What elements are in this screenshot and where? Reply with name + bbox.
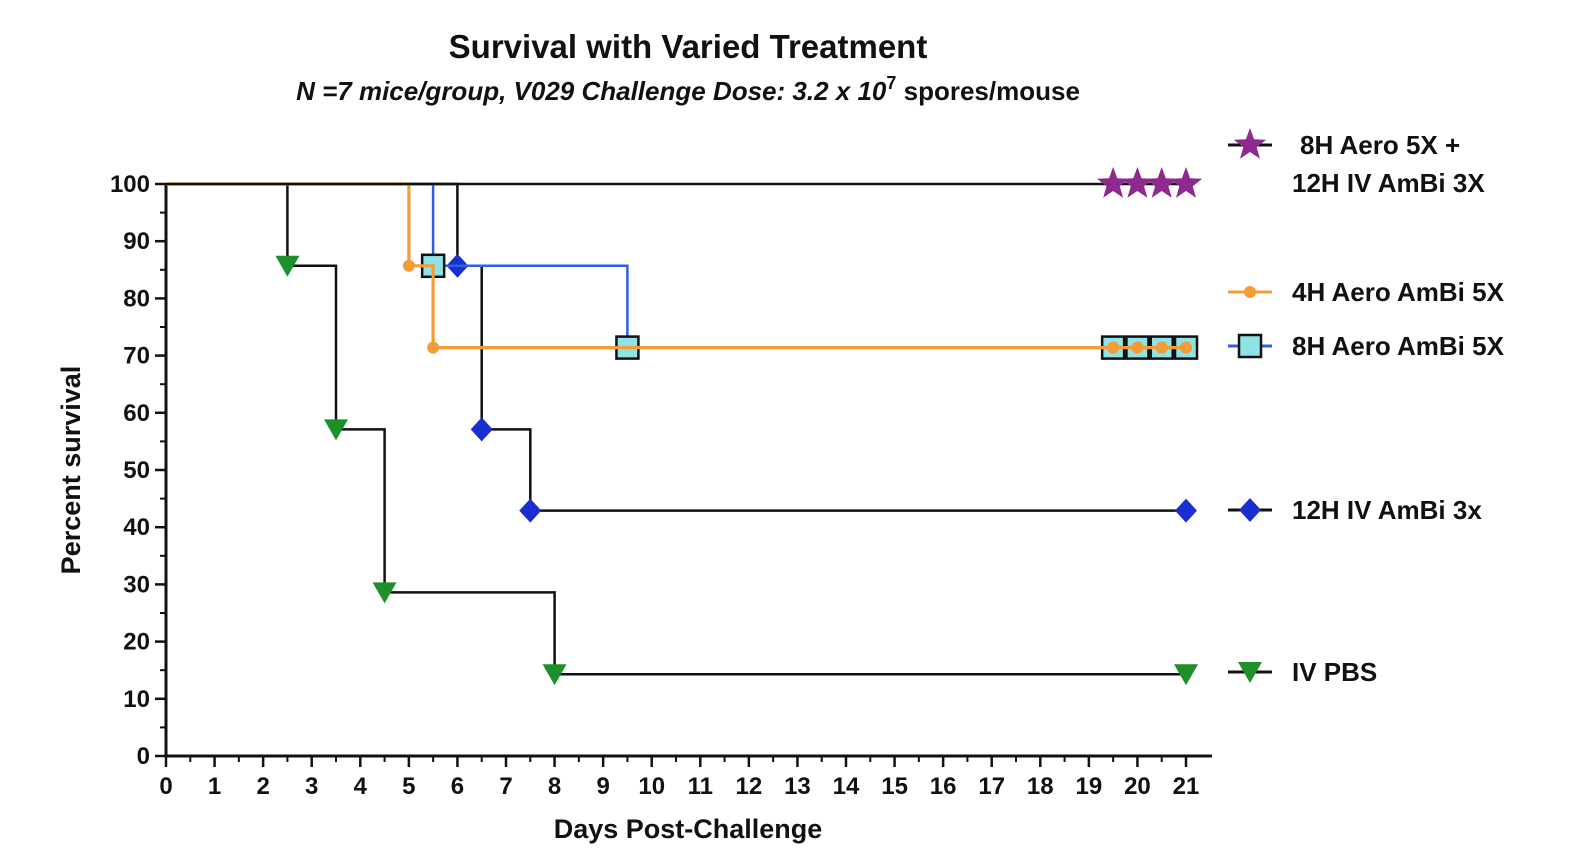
x-tick-label: 8	[548, 773, 561, 800]
y-tick-label: 90	[123, 228, 150, 255]
x-tick-label: 7	[499, 773, 512, 800]
y-tick-label: 80	[123, 285, 150, 312]
series-1-overlay	[1107, 341, 1192, 354]
x-tick-label: 3	[305, 773, 318, 800]
data-point	[1155, 341, 1168, 354]
data-point	[372, 582, 397, 604]
legend-marker	[1239, 498, 1261, 522]
x-tick-label: 4	[354, 773, 368, 800]
data-point	[1169, 167, 1203, 198]
y-tick-label: 30	[123, 571, 150, 598]
x-tick-label: 17	[978, 773, 1005, 800]
legend-item-1: 4H Aero AmBi 5X	[1228, 277, 1505, 307]
series-0	[166, 167, 1203, 198]
y-tick-label: 0	[137, 743, 150, 770]
series-4	[166, 182, 1198, 686]
data-point	[324, 419, 348, 441]
chart-subtitle: N =7 mice/group, V029 Challenge Dose: 3.…	[296, 73, 1080, 106]
data-point	[402, 259, 415, 272]
legend-marker	[1244, 286, 1256, 298]
data-point	[1180, 341, 1192, 354]
legend-item-4: IV PBS	[1228, 657, 1377, 687]
data-point	[1175, 498, 1197, 523]
data-point	[1145, 167, 1178, 198]
data-point	[470, 417, 493, 442]
y-axis-title: Percent survival	[56, 366, 86, 575]
legend-marker	[1233, 128, 1267, 159]
x-tick-label: 20	[1124, 773, 1151, 800]
y-tick-label: 10	[123, 686, 150, 713]
legend-marker	[1238, 662, 1262, 683]
y-tick-label: 100	[110, 171, 150, 198]
series-line	[166, 182, 1186, 676]
chart-title: Survival with Varied Treatment	[449, 28, 928, 65]
x-tick-label: 13	[784, 773, 811, 800]
legend-item-0: 8H Aero 5X + 12H IV AmBi 3X	[1228, 128, 1485, 198]
y-tick-label: 20	[123, 629, 150, 656]
data-point	[519, 498, 542, 523]
x-tick-label: 1	[208, 773, 221, 800]
data-point	[275, 255, 300, 277]
y-tick-label: 60	[123, 400, 150, 427]
data-point	[1097, 167, 1130, 198]
data-point	[1121, 167, 1154, 198]
data-point	[1174, 664, 1198, 686]
x-tick-label: 2	[256, 773, 269, 800]
data-point	[427, 341, 440, 354]
x-tick-label: 0	[159, 773, 172, 800]
legend-marker	[1237, 333, 1263, 359]
x-tick-label: 16	[930, 773, 957, 800]
legend-label: IV PBS	[1292, 657, 1377, 687]
legend-label-line2: 12H IV AmBi 3X	[1292, 168, 1485, 198]
y-tick-label: 70	[123, 343, 150, 370]
legend-label: 8H Aero AmBi 5X	[1292, 331, 1505, 361]
legend-item-2: 8H Aero AmBi 5X	[1228, 331, 1505, 361]
x-tick-label: 15	[881, 773, 908, 800]
data-point	[1131, 341, 1144, 354]
subtitle-unit: spores/mouse	[896, 76, 1080, 106]
x-tick-label: 18	[1027, 773, 1054, 800]
y-tick-label: 50	[123, 457, 150, 484]
x-tick-label: 6	[451, 773, 464, 800]
subtitle-main: N =7 mice/group, V029 Challenge Dose: 3.…	[296, 76, 887, 106]
y-tick-label: 40	[123, 514, 150, 541]
legend-label: 4H Aero AmBi 5X	[1292, 277, 1505, 307]
series-2	[166, 182, 1199, 360]
data-point	[542, 664, 567, 686]
x-tick-label: 10	[638, 773, 665, 800]
series-layer	[166, 167, 1203, 686]
x-tick-label: 5	[402, 773, 415, 800]
x-tick-label: 21	[1173, 773, 1200, 800]
x-axis-title: Days Post-Challenge	[554, 814, 823, 844]
x-tick-label: 11	[688, 773, 713, 800]
series-3	[166, 182, 1197, 523]
data-point	[1107, 341, 1120, 354]
x-tick-label: 19	[1076, 773, 1103, 800]
x-tick-label: 14	[833, 773, 860, 800]
axes: 0 1 2 3 4 5 6 7 8 9 10 11 12 13 14 15 16 17 18 19 20 21010203…	[110, 171, 1212, 800]
series-1	[166, 182, 1192, 354]
x-tick-label: 12	[736, 773, 763, 800]
x-tick-label: 9	[596, 773, 609, 800]
legend: 8H Aero 5X + 12H IV AmBi 3X 4H Aero AmBi 5…	[1228, 128, 1505, 687]
legend-label: 12H IV AmBi 3x	[1292, 495, 1482, 525]
legend-label: 8H Aero 5X +	[1300, 130, 1460, 160]
legend-item-3: 12H IV AmBi 3x	[1228, 495, 1482, 525]
subtitle-exponent: 7	[886, 73, 896, 93]
